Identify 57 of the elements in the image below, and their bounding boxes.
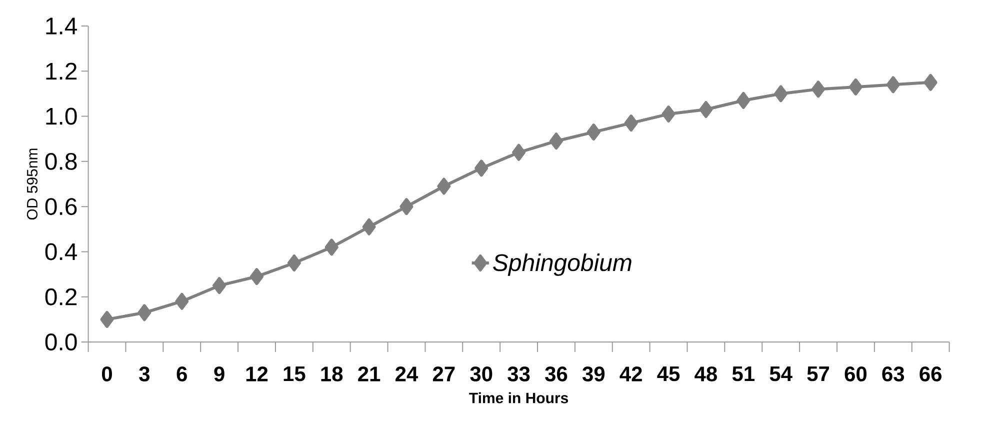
x-tick-label: 30 (470, 366, 492, 382)
y-tick-label: 0.6 (45, 198, 77, 216)
x-tick-label: 0 (102, 366, 112, 382)
point (812, 80, 826, 98)
x-tick-label: 54 (770, 366, 792, 382)
x-tick-label: 63 (882, 366, 904, 382)
x-tick-label: 18 (321, 366, 343, 382)
y-tick-label: 1.2 (46, 62, 77, 80)
point (848, 78, 862, 96)
x-tick-label: 27 (432, 366, 455, 382)
x-tick-label: 42 (620, 366, 642, 382)
x-tick-label: 3 (139, 366, 150, 382)
y-tick-label: 0.8 (45, 152, 77, 170)
point (924, 74, 938, 91)
x-tick-label: 15 (284, 366, 306, 382)
point (699, 101, 713, 118)
x-tick-label: 33 (508, 366, 530, 382)
x-tick-label: 60 (844, 366, 867, 382)
x-tick-label: 21 (358, 366, 380, 382)
point (886, 76, 900, 94)
x-tick-label: 36 (545, 366, 568, 382)
point (324, 238, 338, 256)
x-tick-label: 51 (732, 366, 754, 382)
point (624, 114, 638, 132)
x-tick-label: 9 (214, 366, 224, 382)
point (474, 160, 488, 177)
x-axis-title: Time in Hours (469, 392, 568, 404)
y-tick-label: 1.4 (46, 18, 78, 34)
x-tick-label: 39 (582, 366, 605, 382)
point (138, 304, 152, 322)
y-tick-label: 1.0 (46, 108, 77, 125)
point (586, 124, 600, 141)
point (100, 310, 114, 328)
point (437, 178, 451, 195)
y-tick-label: 0.4 (45, 243, 78, 260)
point (662, 106, 676, 123)
x-tick-label: 12 (246, 366, 268, 382)
point (175, 292, 189, 310)
x-tick-label: 6 (176, 366, 187, 382)
y-tick-label: 0.0 (45, 334, 77, 350)
point (774, 85, 788, 102)
point (400, 198, 414, 216)
point (287, 254, 301, 272)
point (212, 277, 226, 294)
point (250, 268, 264, 286)
point (736, 92, 750, 109)
point (362, 218, 376, 236)
x-tick-label: 48 (694, 366, 717, 382)
point (549, 132, 563, 150)
y-tick-label: 0.2 (45, 288, 77, 306)
legend-label: Sphingobium (493, 254, 632, 276)
point (512, 144, 526, 161)
x-tick-label: 45 (657, 366, 680, 382)
x-tick-label: 24 (396, 366, 418, 382)
x-tick-label: 57 (807, 366, 830, 382)
x-tick-label: 66 (920, 366, 942, 382)
y-axis-title: OD 595nm (26, 148, 38, 220)
